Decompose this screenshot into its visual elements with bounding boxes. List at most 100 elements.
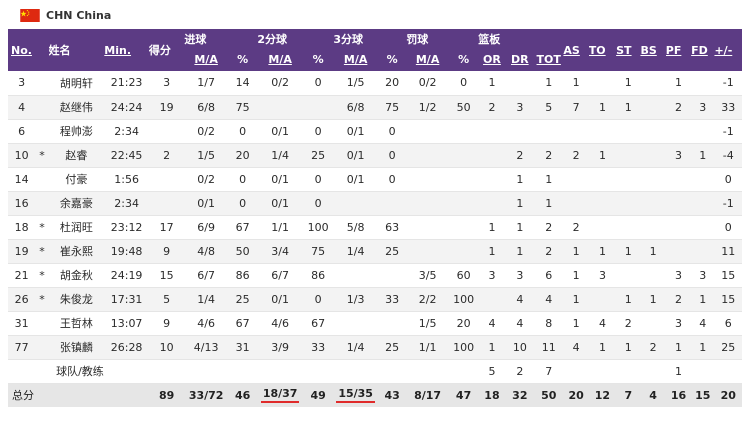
totals-tot: 50 xyxy=(534,382,564,407)
player-fouls-drawn xyxy=(691,191,715,216)
col-tot-header[interactable]: TOT xyxy=(534,48,564,71)
player-assists: 1 xyxy=(563,287,589,312)
player-two-pct: 0 xyxy=(302,71,334,96)
starter-marker: * xyxy=(35,143,49,168)
coach-or: 5 xyxy=(478,359,506,384)
player-two-ma: 3/9 xyxy=(257,335,303,360)
player-fouls: 2 xyxy=(665,95,692,120)
col-or-header[interactable]: OR xyxy=(478,48,506,71)
player-steals: 2 xyxy=(616,311,641,336)
player-dr: 1 xyxy=(505,191,535,216)
player-name[interactable]: 崔永熙 xyxy=(48,239,105,264)
col-two-pct-header[interactable]: % xyxy=(302,48,334,71)
col-plus-minus-header[interactable]: +/- xyxy=(714,29,742,71)
col-st-header[interactable]: ST xyxy=(616,29,641,71)
player-or xyxy=(478,287,506,312)
player-three-pct: 0 xyxy=(377,143,407,168)
col-ft-ma-header[interactable]: M/A xyxy=(406,48,449,71)
col-pts-header[interactable]: 得分 xyxy=(148,29,185,71)
player-tot: 6 xyxy=(534,263,564,288)
player-three-pct: 0 xyxy=(377,119,407,144)
player-ft-ma: 3/5 xyxy=(406,263,449,288)
col-fg-pct-header[interactable]: % xyxy=(227,48,258,71)
player-row[interactable]: 10 * 赵睿 22:45 2 1/5 20 1/4 25 0/1 0 2 2 2 1 3 1 -4 xyxy=(8,143,742,168)
player-name[interactable]: 王哲林 xyxy=(48,311,105,336)
player-row[interactable]: 16 余嘉豪 2:34 0/1 0 0/1 0 1 1 -1 xyxy=(8,191,742,216)
player-name[interactable]: 胡明轩 xyxy=(48,71,105,96)
player-name[interactable]: 胡金秋 xyxy=(48,263,105,288)
player-ft-ma: 1/2 xyxy=(406,95,449,120)
col-ft-pct-header[interactable]: % xyxy=(448,48,479,71)
player-steals xyxy=(616,191,641,216)
player-turnovers: 4 xyxy=(588,311,617,336)
starter-marker: * xyxy=(35,239,49,264)
player-name[interactable]: 赵睿 xyxy=(48,143,105,168)
player-ft-ma xyxy=(406,191,449,216)
player-turnovers: 1 xyxy=(588,143,617,168)
col-min-header[interactable]: Min. xyxy=(104,29,149,71)
player-or: 1 xyxy=(478,71,506,96)
player-or: 4 xyxy=(478,311,506,336)
starter-marker: * xyxy=(35,263,49,288)
player-row[interactable]: 4 赵继伟 24:24 19 6/8 75 6/8 75 1/2 50 2 3 5 7 1 1 2 3 33 xyxy=(8,95,742,120)
player-points xyxy=(148,191,185,216)
player-row[interactable]: 3 胡明轩 21:23 3 1/7 14 0/2 0 1/5 20 0/2 0 1 1 1 1 1 -1 xyxy=(8,71,742,96)
totals-pf: 16 xyxy=(665,382,692,407)
col-to-header[interactable]: TO xyxy=(588,29,617,71)
col-name-header[interactable]: 姓名 xyxy=(48,29,105,71)
player-points: 5 xyxy=(148,287,185,312)
player-fouls-drawn: 3 xyxy=(691,263,715,288)
starter-marker xyxy=(35,71,49,96)
col-three-pct-header[interactable]: % xyxy=(377,48,407,71)
player-blocks xyxy=(640,311,666,336)
player-name[interactable]: 程帅澎 xyxy=(48,119,105,144)
player-points: 9 xyxy=(148,239,185,264)
starter-marker xyxy=(35,191,49,216)
player-row[interactable]: 21 * 胡金秋 24:19 15 6/7 86 6/7 86 3/5 60 3 3 6 1 3 3 3 15 xyxy=(8,263,742,288)
player-blocks xyxy=(640,71,666,96)
col-three-ma-header[interactable]: M/A xyxy=(333,48,378,71)
player-ft-ma xyxy=(406,167,449,192)
player-name[interactable]: 余嘉豪 xyxy=(48,191,105,216)
col-fd-header[interactable]: FD xyxy=(691,29,715,71)
player-row[interactable]: 19 * 崔永熙 19:48 9 4/8 50 3/4 75 1/4 25 1 1 2 1 1 1 1 11 xyxy=(8,239,742,264)
player-two-ma: 1/1 xyxy=(257,215,303,240)
col-bs-header[interactable]: BS xyxy=(640,29,666,71)
col-pf-header[interactable]: PF xyxy=(665,29,692,71)
player-row[interactable]: 18 * 杜润旺 23:12 17 6/9 67 1/1 100 5/8 63 1 1 2 2 0 xyxy=(8,215,742,240)
coach-pf: 1 xyxy=(665,359,692,384)
player-row[interactable]: 77 张镇麟 26:28 10 4/13 31 3/9 33 1/4 25 1/1 100 1 10 11 4… xyxy=(8,335,742,360)
player-ft-ma: 0/2 xyxy=(406,71,449,96)
player-ft-pct: 0 xyxy=(448,71,479,96)
player-row[interactable]: 14 付豪 1:56 0/2 0 0/1 0 0/1 0 1 1 0 xyxy=(8,167,742,192)
col-two-ma-header[interactable]: M/A xyxy=(257,48,303,71)
player-two-ma: 0/1 xyxy=(257,287,303,312)
player-two-ma: 0/1 xyxy=(257,167,303,192)
player-three-ma: 1/3 xyxy=(333,287,378,312)
player-dr: 3 xyxy=(505,95,535,120)
col-fg-ma-header[interactable]: M/A xyxy=(184,48,228,71)
player-three-pct: 20 xyxy=(377,71,407,96)
col-as-header[interactable]: AS xyxy=(563,29,589,71)
player-name[interactable]: 赵继伟 xyxy=(48,95,105,120)
player-fouls xyxy=(665,215,692,240)
player-points: 3 xyxy=(148,71,185,96)
player-steals: 1 xyxy=(616,287,641,312)
player-name[interactable]: 张镇麟 xyxy=(48,335,105,360)
player-fg-ma: 6/7 xyxy=(184,263,228,288)
player-name[interactable]: 杜润旺 xyxy=(48,215,105,240)
player-number: 14 xyxy=(8,167,36,192)
player-ft-ma xyxy=(406,215,449,240)
player-name[interactable]: 朱俊龙 xyxy=(48,287,105,312)
col-no-header[interactable]: No. xyxy=(8,29,49,71)
player-row[interactable]: 26 * 朱俊龙 17:31 5 1/4 25 0/1 0 1/3 33 2/2 100 4 4 1 1 1 2 1 1… xyxy=(8,287,742,312)
box-score-table: No. 姓名 Min. 得分 进球 2分球 3分球 罚球 篮板 AS TO ST… xyxy=(8,29,742,407)
player-row[interactable]: 31 王哲林 13:07 9 4/6 67 4/6 67 1/5 20 4 4 8 1 4 2 3 4 6 xyxy=(8,311,742,336)
col-dr-header[interactable]: DR xyxy=(505,48,535,71)
player-assists: 4 xyxy=(563,335,589,360)
player-blocks: 1 xyxy=(640,287,666,312)
player-name[interactable]: 付豪 xyxy=(48,167,105,192)
player-plus-minus: 25 xyxy=(714,335,742,360)
player-row[interactable]: 6 程帅澎 2:34 0/2 0 0/1 0 0/1 0 -1 xyxy=(8,119,742,144)
player-dr xyxy=(505,71,535,96)
